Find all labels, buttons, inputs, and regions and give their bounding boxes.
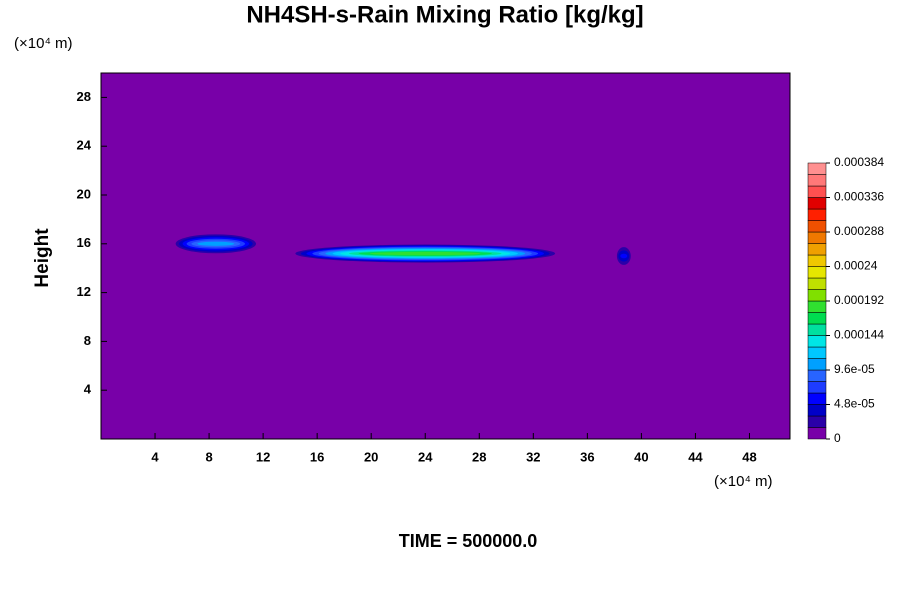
y-tick-label: 4 xyxy=(84,382,92,397)
colorbar-band xyxy=(807,254,827,267)
colorbar-band xyxy=(807,346,827,359)
x-tick-label: 48 xyxy=(742,449,756,464)
y-tick-label: 28 xyxy=(77,89,91,104)
colorbar-band xyxy=(807,392,827,405)
colorbar-tick-label: 0.000336 xyxy=(834,190,884,204)
y-tick-label: 12 xyxy=(77,284,91,299)
x-tick-label: 28 xyxy=(472,449,486,464)
colorbar-band xyxy=(807,369,827,382)
x-tick-label: 16 xyxy=(310,449,324,464)
x-unit-label: (×10⁴ m) xyxy=(714,473,773,490)
colorbar-band xyxy=(807,243,827,256)
x-tick-label: 4 xyxy=(151,449,159,464)
colorbar-tick-label: 9.6e-05 xyxy=(834,362,875,376)
chart-title: NH4SH-s-Rain Mixing Ratio [kg/kg] xyxy=(246,1,643,28)
y-axis-label: Height xyxy=(32,228,53,288)
colorbar-band xyxy=(807,277,827,290)
colorbar-tick-label: 0 xyxy=(834,431,841,445)
x-tick-label: 40 xyxy=(634,449,648,464)
contour-band xyxy=(620,253,628,259)
y-unit-label: (×10⁴ m) xyxy=(14,35,73,52)
y-tick-label: 20 xyxy=(77,186,91,201)
contour-band xyxy=(369,251,481,256)
colorbar-tick-label: 0.000144 xyxy=(834,328,884,342)
colorbar-tick-label: 0.00024 xyxy=(834,259,878,273)
x-tick-label: 36 xyxy=(580,449,594,464)
y-tick-label: 8 xyxy=(84,333,91,348)
colorbar-band xyxy=(807,174,827,187)
y-tick-label: 24 xyxy=(77,138,92,153)
contour-band xyxy=(197,241,235,246)
colorbar-tick-label: 0.000192 xyxy=(834,293,884,307)
x-tick-label: 8 xyxy=(205,449,212,464)
colorbar-tick-label: 4.8e-05 xyxy=(834,397,875,411)
colorbar-band xyxy=(807,404,827,417)
colorbar-band xyxy=(807,323,827,336)
colorbar-band xyxy=(807,358,827,371)
colorbar-band xyxy=(807,162,827,175)
x-tick-label: 12 xyxy=(256,449,270,464)
x-tick-label: 24 xyxy=(418,449,433,464)
x-tick-label: 44 xyxy=(688,449,703,464)
colorbar-band xyxy=(807,415,827,428)
colorbar-band xyxy=(807,208,827,221)
colorbar-band xyxy=(807,312,827,325)
colorbar-band xyxy=(807,266,827,279)
colorbar-band xyxy=(807,427,827,440)
time-label: TIME = 500000.0 xyxy=(399,531,538,551)
y-tick-label: 16 xyxy=(77,235,91,250)
x-tick-label: 32 xyxy=(526,449,540,464)
colorbar-tick-label: 0.000384 xyxy=(834,155,884,169)
colorbar-tick-label: 0.000288 xyxy=(834,224,884,238)
colorbar-band xyxy=(807,300,827,313)
colorbar-band xyxy=(807,197,827,210)
colorbar-band xyxy=(807,381,827,394)
colorbar-band xyxy=(807,185,827,198)
colorbar-band xyxy=(807,231,827,244)
colorbar-band xyxy=(807,289,827,302)
x-tick-label: 20 xyxy=(364,449,378,464)
colorbar-band xyxy=(807,220,827,233)
contours xyxy=(175,234,631,265)
colorbar-band xyxy=(807,335,827,348)
